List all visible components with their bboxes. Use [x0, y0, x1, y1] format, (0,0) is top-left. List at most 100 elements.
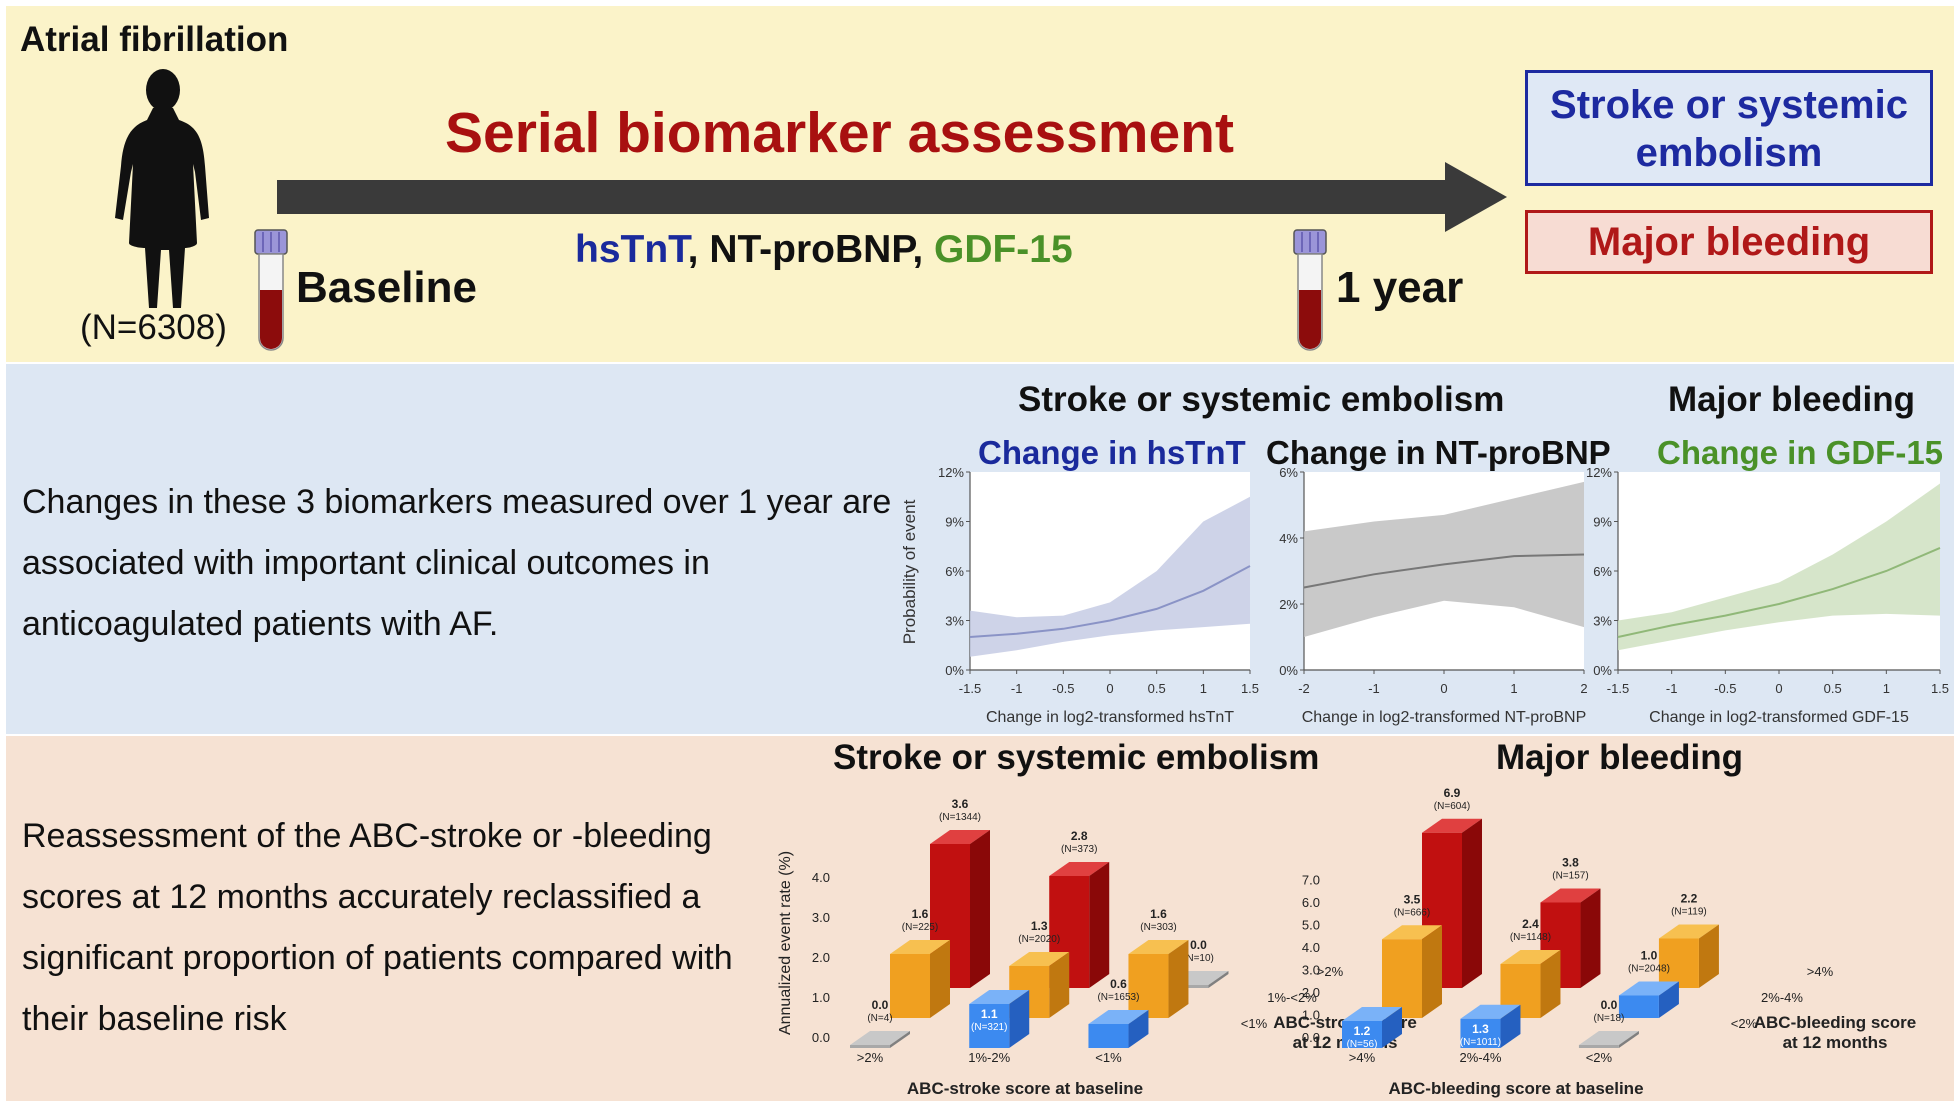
bar-category-label: >4% [1349, 1050, 1376, 1065]
bar-side-face [1618, 1031, 1639, 1048]
bar-n-label: (N=1344) [939, 812, 981, 823]
bar-n-label: (N=2048) [1628, 964, 1670, 975]
x-tick-label: -1 [1666, 681, 1678, 696]
bar-value-label: 0.0 [1190, 938, 1207, 952]
bar-front-face [1658, 938, 1699, 988]
bar-n-label: (N=1148) [1510, 932, 1551, 943]
bar-front-face [1342, 1021, 1382, 1048]
bar-n-label: (N=157) [1552, 871, 1588, 882]
bar-value-label: 1.6 [912, 907, 929, 921]
x-tick-label: 1 [1200, 681, 1207, 696]
line-subtitle-hstnt: Change in hsTnT [978, 434, 1246, 471]
y-tick-label: 9% [1593, 515, 1612, 530]
population-label: Atrial fibrillation [20, 20, 289, 59]
bar-front-face [1578, 1045, 1619, 1048]
bar-title-stroke: Stroke or systemic embolism [833, 738, 1320, 777]
x-tick-label: 1.5 [1241, 681, 1259, 696]
bar-category-label: 2%-4% [1460, 1050, 1502, 1065]
line-xlabel: Change in log2-transformed GDF-15 [1649, 709, 1909, 726]
bar-side-face [1382, 1007, 1402, 1048]
bar-side-face [1049, 952, 1070, 1018]
bar-n-label: (N=1011) [1460, 1037, 1501, 1048]
x-tick-label: 0 [1440, 681, 1447, 696]
x-tick-label: 1 [1510, 681, 1517, 696]
confidence-band [1304, 481, 1584, 637]
bar-value-label: 1.3 [1031, 919, 1048, 933]
y-tick-label: 3% [1593, 614, 1612, 629]
bar-n-label: (N=604) [1434, 801, 1470, 812]
bar-n-label: (N=303) [1140, 922, 1176, 933]
bar-side-face [1658, 981, 1679, 1018]
y-tick-label: 0% [1593, 663, 1612, 678]
biomarker-hstnt: hsTnT [575, 228, 688, 271]
bar-y-tick-label: 1.0 [812, 990, 830, 1005]
bar-side-face [1168, 940, 1189, 1018]
x-tick-label: 2 [1580, 681, 1587, 696]
bar-value-label: 2.4 [1522, 917, 1539, 931]
bar-zlabel-line1: ABC-bleeding score [1754, 1013, 1916, 1032]
bar-side-face [1208, 971, 1229, 988]
bar-zlabel-line2: at 12 months [1783, 1033, 1888, 1052]
bar-y-tick-label: 3.0 [1302, 963, 1320, 978]
bar-row-label: >4% [1807, 964, 1834, 979]
y-tick-label: 6% [945, 564, 964, 579]
line-subtitle-gdf15: Change in GDF-15 [1657, 434, 1944, 471]
bar-n-label: (N=225) [902, 922, 938, 933]
bar-top-face [1049, 862, 1110, 876]
outcome-stroke-box: Stroke or systemic embolism [1525, 70, 1933, 186]
bar-row-label: >2% [1317, 964, 1344, 979]
y-tick-label: 9% [945, 515, 964, 530]
bar-value-label: 1.6 [1150, 907, 1167, 921]
timeline-arrow [277, 162, 1507, 232]
bar-xlabel: ABC-bleeding score at baseline [1388, 1079, 1643, 1098]
bar-side-face [970, 830, 990, 988]
bar-category-label: 1%-2% [968, 1050, 1010, 1065]
bar-side-face [1698, 924, 1719, 988]
bar-n-label: (N=666) [1394, 907, 1430, 918]
bar-n-label: (N=321) [971, 1022, 1007, 1033]
bar-top-face [969, 990, 1030, 1004]
bar-y-tick-label: 4.0 [1302, 940, 1320, 955]
y-tick-label: 6% [1593, 564, 1612, 579]
bar-row-label: 2%-4% [1761, 990, 1803, 1005]
bar-y-tick-label: 2.0 [812, 950, 830, 965]
bottom-description: Reassessment of the ABC-stroke or -bleed… [22, 817, 733, 1038]
y-tick-label: 0% [1279, 663, 1298, 678]
y-tick-label: 4% [1279, 531, 1298, 546]
x-tick-label: -1 [1368, 681, 1380, 696]
bar-row-label: <2% [1731, 1016, 1758, 1031]
series-line [1303, 553, 1585, 589]
biomarker-gdf15: GDF-15 [933, 228, 1073, 271]
bar-side-face [1580, 888, 1601, 988]
bar-value-label: 3.6 [952, 797, 969, 811]
blood-tube-icon [1293, 229, 1327, 351]
bar-side-face [1500, 1004, 1521, 1048]
bar-value-label: 2.2 [1681, 892, 1698, 906]
x-tick-label: -0.5 [1052, 681, 1074, 696]
bar-value-label: 1.2 [1354, 1024, 1371, 1038]
biomarker-ntprobnp: NT-proBNP [709, 228, 913, 271]
bar-y-tick-label: 1.0 [1302, 1008, 1320, 1023]
confidence-band [970, 496, 1250, 657]
bar-n-label: (N=2020) [1018, 934, 1060, 945]
bar-side-face [930, 940, 950, 1018]
x-tick-label: 0 [1106, 681, 1113, 696]
bar-charts-svg: Annualized event rate (%) 0.0 1.0 2.0 3.0 4.… [777, 786, 1916, 1098]
line-subtitle-ntprobnp: Change in NT-proBNP [1266, 434, 1611, 471]
bar-ylabel: Annualized event rate (%) [777, 851, 794, 1035]
bar-n-label: (N=56) [1347, 1039, 1378, 1050]
bar-y-tick-label: 7.0 [1302, 873, 1320, 888]
biomarker-list: hsTnT, NT-proBNP, GDF-15 [575, 228, 1073, 271]
bar-row-label: <1% [1241, 1016, 1268, 1031]
line-xlabel: Change in log2-transformed NT-proBNP [1302, 709, 1587, 726]
y-tick-label: 12% [1586, 465, 1612, 480]
x-tick-label: 0.5 [1148, 681, 1166, 696]
bar-side-face [1462, 818, 1482, 988]
x-tick-label: -0.5 [1714, 681, 1736, 696]
bar-n-label: (N=1653) [1097, 992, 1139, 1003]
blood-tube-icon [254, 229, 288, 351]
confidence-band [1618, 483, 1940, 651]
bar-n-label: (N=373) [1061, 844, 1097, 855]
bar-side-face [1009, 990, 1030, 1048]
x-tick-label: -1 [1011, 681, 1023, 696]
